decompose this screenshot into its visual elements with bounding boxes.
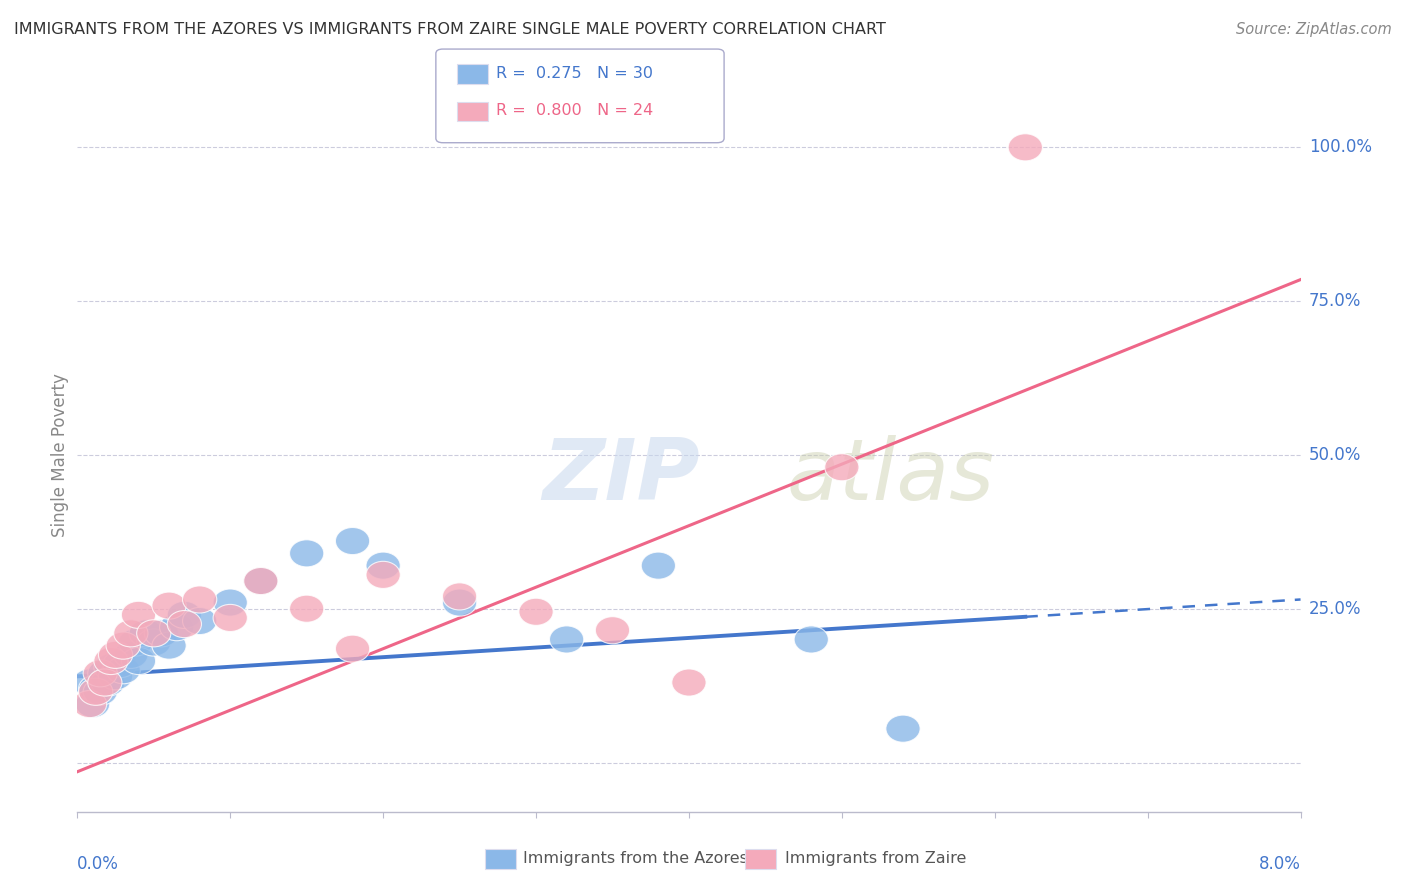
Ellipse shape [105, 657, 141, 684]
Y-axis label: Single Male Poverty: Single Male Poverty [51, 373, 69, 537]
Ellipse shape [160, 614, 194, 640]
Text: R =  0.275   N = 30: R = 0.275 N = 30 [496, 66, 654, 80]
Ellipse shape [443, 589, 477, 616]
Ellipse shape [672, 669, 706, 696]
Ellipse shape [94, 648, 128, 674]
Ellipse shape [105, 632, 141, 659]
Ellipse shape [79, 678, 112, 706]
Ellipse shape [366, 552, 401, 579]
Ellipse shape [83, 660, 117, 687]
Ellipse shape [76, 690, 110, 718]
Ellipse shape [167, 610, 201, 638]
Ellipse shape [73, 669, 107, 696]
Ellipse shape [87, 660, 122, 687]
Text: atlas: atlas [787, 434, 995, 518]
Ellipse shape [98, 663, 132, 690]
Text: Source: ZipAtlas.com: Source: ZipAtlas.com [1236, 22, 1392, 37]
Ellipse shape [243, 567, 278, 595]
Ellipse shape [98, 641, 132, 668]
Ellipse shape [336, 527, 370, 555]
Ellipse shape [121, 601, 156, 629]
Ellipse shape [183, 607, 217, 634]
Ellipse shape [214, 589, 247, 616]
Ellipse shape [1008, 134, 1042, 161]
Ellipse shape [794, 626, 828, 653]
Ellipse shape [73, 690, 107, 718]
Ellipse shape [336, 635, 370, 662]
Ellipse shape [94, 654, 128, 681]
Ellipse shape [366, 561, 401, 589]
Ellipse shape [886, 715, 920, 742]
Ellipse shape [145, 620, 179, 647]
Ellipse shape [152, 632, 186, 659]
Ellipse shape [519, 599, 553, 625]
Ellipse shape [290, 540, 323, 567]
Text: R =  0.800   N = 24: R = 0.800 N = 24 [496, 103, 654, 118]
Ellipse shape [87, 669, 122, 696]
Text: 0.0%: 0.0% [77, 855, 120, 872]
Ellipse shape [167, 601, 201, 629]
Ellipse shape [243, 567, 278, 595]
Ellipse shape [290, 595, 323, 623]
Text: 25.0%: 25.0% [1309, 599, 1361, 618]
Ellipse shape [136, 629, 172, 657]
Ellipse shape [114, 620, 148, 647]
Ellipse shape [136, 620, 172, 647]
Text: 50.0%: 50.0% [1309, 446, 1361, 464]
Ellipse shape [118, 629, 153, 657]
Text: Immigrants from the Azores: Immigrants from the Azores [523, 851, 748, 865]
Ellipse shape [103, 650, 138, 678]
Text: 75.0%: 75.0% [1309, 292, 1361, 310]
Text: 8.0%: 8.0% [1258, 855, 1301, 872]
Ellipse shape [641, 552, 675, 579]
Text: ZIP: ZIP [543, 434, 700, 518]
Ellipse shape [129, 620, 163, 647]
Ellipse shape [550, 626, 583, 653]
Ellipse shape [83, 678, 117, 706]
Text: Immigrants from Zaire: Immigrants from Zaire [785, 851, 966, 865]
Ellipse shape [595, 616, 630, 644]
Ellipse shape [443, 582, 477, 610]
Ellipse shape [114, 641, 148, 668]
Text: 100.0%: 100.0% [1309, 138, 1372, 156]
Ellipse shape [79, 675, 112, 702]
Text: IMMIGRANTS FROM THE AZORES VS IMMIGRANTS FROM ZAIRE SINGLE MALE POVERTY CORRELAT: IMMIGRANTS FROM THE AZORES VS IMMIGRANTS… [14, 22, 886, 37]
Ellipse shape [91, 669, 125, 696]
Ellipse shape [214, 605, 247, 632]
Ellipse shape [152, 592, 186, 619]
Ellipse shape [183, 586, 217, 613]
Ellipse shape [121, 648, 156, 674]
Ellipse shape [825, 454, 859, 481]
